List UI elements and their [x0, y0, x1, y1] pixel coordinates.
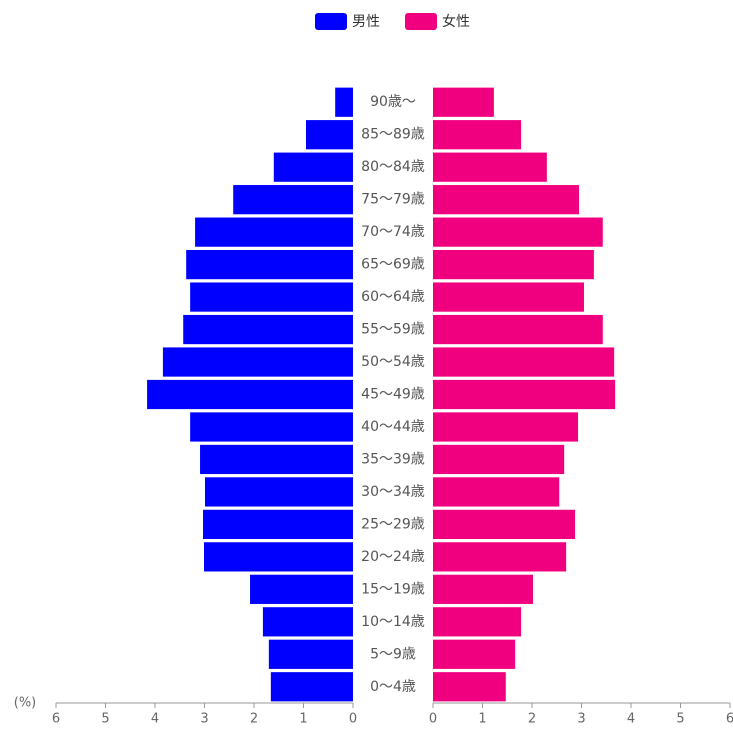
category-label: 25〜29歳 [361, 516, 425, 532]
category-label: 60〜64歳 [361, 289, 425, 305]
x-tick-label: 2 [528, 712, 536, 727]
category-label: 0〜4歳 [370, 679, 416, 695]
category-label: 80〜84歳 [361, 159, 425, 175]
bar [433, 607, 522, 637]
category-label: 40〜44歳 [361, 419, 425, 435]
bar [147, 379, 353, 410]
x-tick-label: 6 [52, 712, 60, 727]
category-label: 20〜24歳 [361, 549, 425, 565]
bar [305, 120, 353, 150]
bar [433, 87, 494, 117]
legend-label: 女性 [442, 13, 470, 30]
category-label: 65〜69歳 [361, 257, 425, 273]
category-label: 30〜34歳 [361, 484, 425, 500]
x-axis-label: (%) [14, 696, 37, 711]
bar [433, 379, 616, 410]
category-label: 50〜54歳 [361, 354, 425, 370]
x-tick-label: 4 [627, 712, 635, 727]
legend-label: 男性 [352, 14, 380, 30]
x-tick-label: 2 [250, 712, 258, 727]
bar [233, 185, 353, 215]
x-tick-label: 0 [349, 712, 357, 727]
bar [433, 314, 603, 345]
category-label: 70〜74歳 [361, 224, 425, 240]
bar [190, 282, 353, 312]
category-label: 5〜9歳 [370, 646, 416, 662]
bar [433, 185, 580, 215]
category-label: 85〜89歳 [361, 127, 425, 143]
bar [183, 314, 353, 345]
category-label: 15〜19歳 [361, 581, 425, 597]
bar [433, 509, 576, 540]
category-label: 45〜49歳 [361, 387, 425, 403]
bar [270, 672, 353, 702]
bar [433, 217, 603, 247]
bar [433, 542, 567, 572]
bar [204, 542, 353, 572]
bar [186, 249, 353, 280]
legend-swatch [405, 13, 437, 30]
bar [433, 347, 615, 377]
x-tick-label: 3 [577, 712, 585, 727]
x-tick-label: 5 [676, 712, 684, 727]
legend-swatch [315, 13, 347, 30]
bar [273, 152, 353, 182]
bar [203, 509, 353, 540]
bar [433, 120, 522, 150]
bar [200, 444, 353, 475]
x-tick-label: 3 [200, 712, 208, 727]
bar [190, 412, 353, 442]
x-tick-label: 0 [429, 712, 437, 727]
category-label: 55〜59歳 [361, 322, 425, 338]
bar [250, 574, 353, 604]
x-tick-label: 1 [478, 712, 486, 727]
bar [433, 672, 506, 702]
category-label: 75〜79歳 [361, 192, 425, 208]
bar [268, 639, 353, 669]
bar [195, 217, 353, 247]
x-tick-label: 1 [299, 712, 307, 727]
bar [262, 607, 353, 637]
bar [204, 477, 353, 507]
category-label: 10〜14歳 [361, 614, 425, 630]
bar [433, 639, 516, 669]
category-label: 90歳〜 [370, 94, 416, 110]
bar [433, 152, 547, 182]
category-label: 35〜39歳 [361, 451, 425, 467]
bar [433, 574, 533, 604]
bar [433, 477, 560, 507]
bar [433, 249, 594, 280]
x-tick-label: 5 [101, 712, 109, 727]
bar [433, 282, 584, 312]
bar [433, 444, 565, 475]
x-tick-label: 6 [726, 712, 733, 727]
bar [335, 87, 353, 117]
x-tick-label: 4 [151, 712, 159, 727]
bar [433, 412, 579, 442]
bar [162, 347, 353, 377]
